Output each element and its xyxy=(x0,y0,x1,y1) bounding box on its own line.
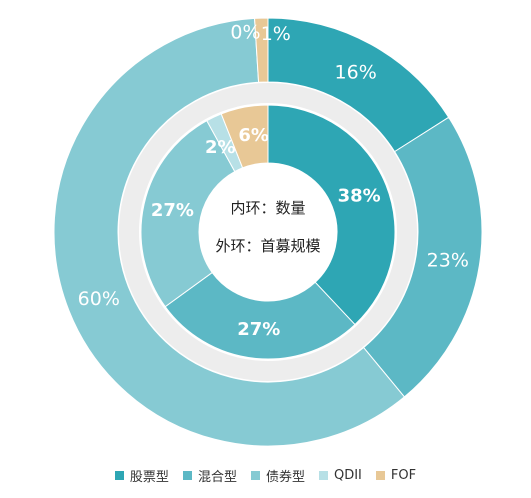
legend-item: 混合型 xyxy=(182,466,237,485)
legend: 股票型 混合型 债券型 QDII FOF xyxy=(0,466,531,485)
inner-slice-4 xyxy=(220,104,269,169)
legend-label: 混合型 xyxy=(197,470,237,485)
outer-data-label: 16% xyxy=(335,62,377,84)
outer-data-label: 23% xyxy=(427,249,469,271)
legend-swatch xyxy=(114,471,124,480)
outer-data-label: 1% xyxy=(261,23,291,45)
center-label: 外环：首募规模 xyxy=(215,237,320,255)
legend-label: 债券型 xyxy=(265,470,305,485)
legend-swatch xyxy=(375,471,385,480)
center-label: 内环：数量 xyxy=(230,199,305,217)
legend-item: QDII xyxy=(318,466,362,485)
inner-data-label: 38% xyxy=(338,185,381,206)
legend-swatch xyxy=(250,471,260,480)
outer-data-label: 60% xyxy=(78,288,120,310)
legend-label: FOF xyxy=(390,468,417,483)
inner-data-label: 6% xyxy=(238,125,269,146)
outer-slice-4 xyxy=(254,17,269,83)
legend-item: 债券型 xyxy=(250,466,305,485)
inner-slice-0 xyxy=(267,104,396,326)
legend-item: FOF xyxy=(375,466,417,485)
legend-swatch xyxy=(182,471,192,480)
legend-label: 股票型 xyxy=(129,470,169,485)
legend-swatch xyxy=(318,471,328,480)
inner-data-label: 2% xyxy=(205,137,236,158)
inner-slice-2 xyxy=(140,120,236,308)
inner-data-label: 27% xyxy=(151,200,194,221)
legend-item: 股票型 xyxy=(114,466,169,485)
inner-data-label: 27% xyxy=(237,319,280,340)
ring-gap xyxy=(119,83,417,381)
outer-data-label: 0% xyxy=(230,21,260,43)
inner-slice-1 xyxy=(164,271,356,360)
outer-slice-2 xyxy=(53,17,406,447)
legend-label: QDII xyxy=(333,468,362,483)
